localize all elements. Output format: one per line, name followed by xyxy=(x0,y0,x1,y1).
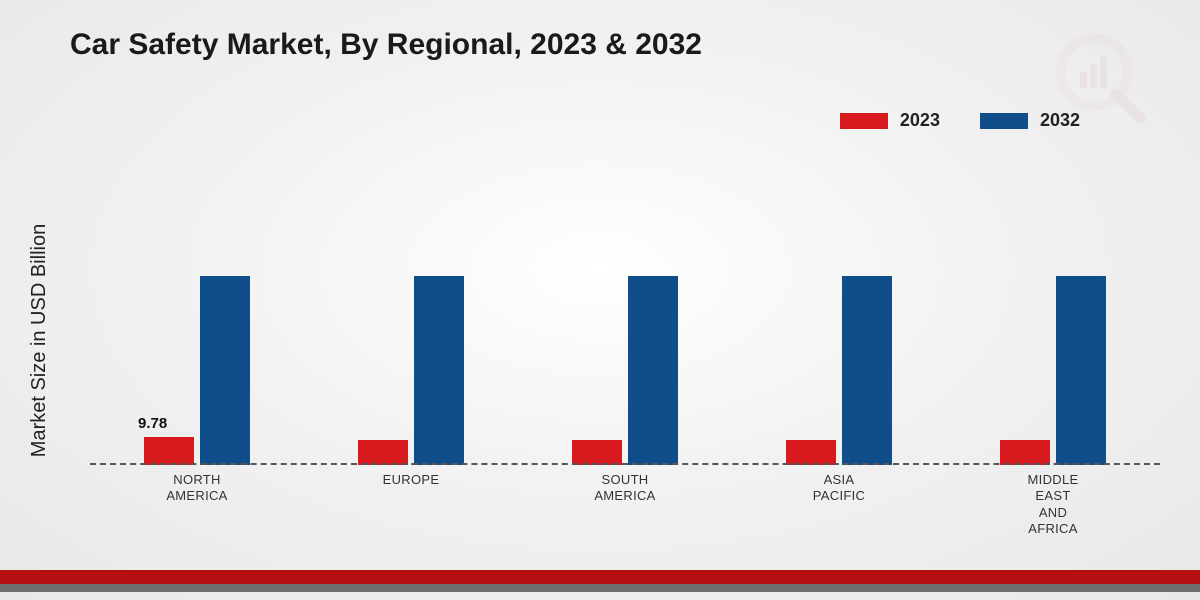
x-axis-baseline xyxy=(90,463,1160,465)
x-axis-labels: NORTHAMERICA EUROPE SOUTHAMERICA ASIAPAC… xyxy=(90,472,1160,537)
bar-2023-europe xyxy=(358,440,408,465)
bar-2023-mea xyxy=(1000,440,1050,465)
bar-2032-north-america xyxy=(200,276,250,465)
bar-group-south-america xyxy=(560,276,690,465)
plot-area: 9.78 xyxy=(90,175,1160,465)
legend: 2023 2032 xyxy=(840,110,1080,131)
legend-label-2032: 2032 xyxy=(1040,110,1080,131)
bar-2032-europe xyxy=(414,276,464,465)
legend-swatch-2032 xyxy=(980,113,1028,129)
x-label-mea: MIDDLEEASTANDAFRICA xyxy=(988,472,1118,537)
bar-group-mea xyxy=(988,276,1118,465)
x-label-north-america: NORTHAMERICA xyxy=(132,472,262,537)
bar-group-europe xyxy=(346,276,476,465)
bar-value-label: 9.78 xyxy=(138,415,167,432)
bar-2032-asia-pacific xyxy=(842,276,892,465)
legend-label-2023: 2023 xyxy=(900,110,940,131)
x-label-south-america: SOUTHAMERICA xyxy=(560,472,690,537)
bar-2023-south-america xyxy=(572,440,622,465)
footer-accent-bar xyxy=(0,570,1200,592)
x-label-asia-pacific: ASIAPACIFIC xyxy=(774,472,904,537)
bar-group-north-america: 9.78 xyxy=(132,276,262,465)
bar-2032-mea xyxy=(1056,276,1106,465)
bar-2032-south-america xyxy=(628,276,678,465)
bar-2023-north-america: 9.78 xyxy=(144,437,194,465)
y-axis-label: Market Size in USD Billion xyxy=(29,223,52,456)
y-axis: Market Size in USD Billion xyxy=(30,170,50,510)
legend-swatch-2023 xyxy=(840,113,888,129)
chart-container: { "title": "Car Safety Market, By Region… xyxy=(0,0,1200,600)
bar-groups: 9.78 xyxy=(90,175,1160,465)
bar-group-asia-pacific xyxy=(774,276,904,465)
bar-2023-asia-pacific xyxy=(786,440,836,465)
chart-title: Car Safety Market, By Regional, 2023 & 2… xyxy=(70,28,702,62)
legend-item-2023: 2023 xyxy=(840,110,940,131)
legend-item-2032: 2032 xyxy=(980,110,1080,131)
x-label-europe: EUROPE xyxy=(346,472,476,537)
